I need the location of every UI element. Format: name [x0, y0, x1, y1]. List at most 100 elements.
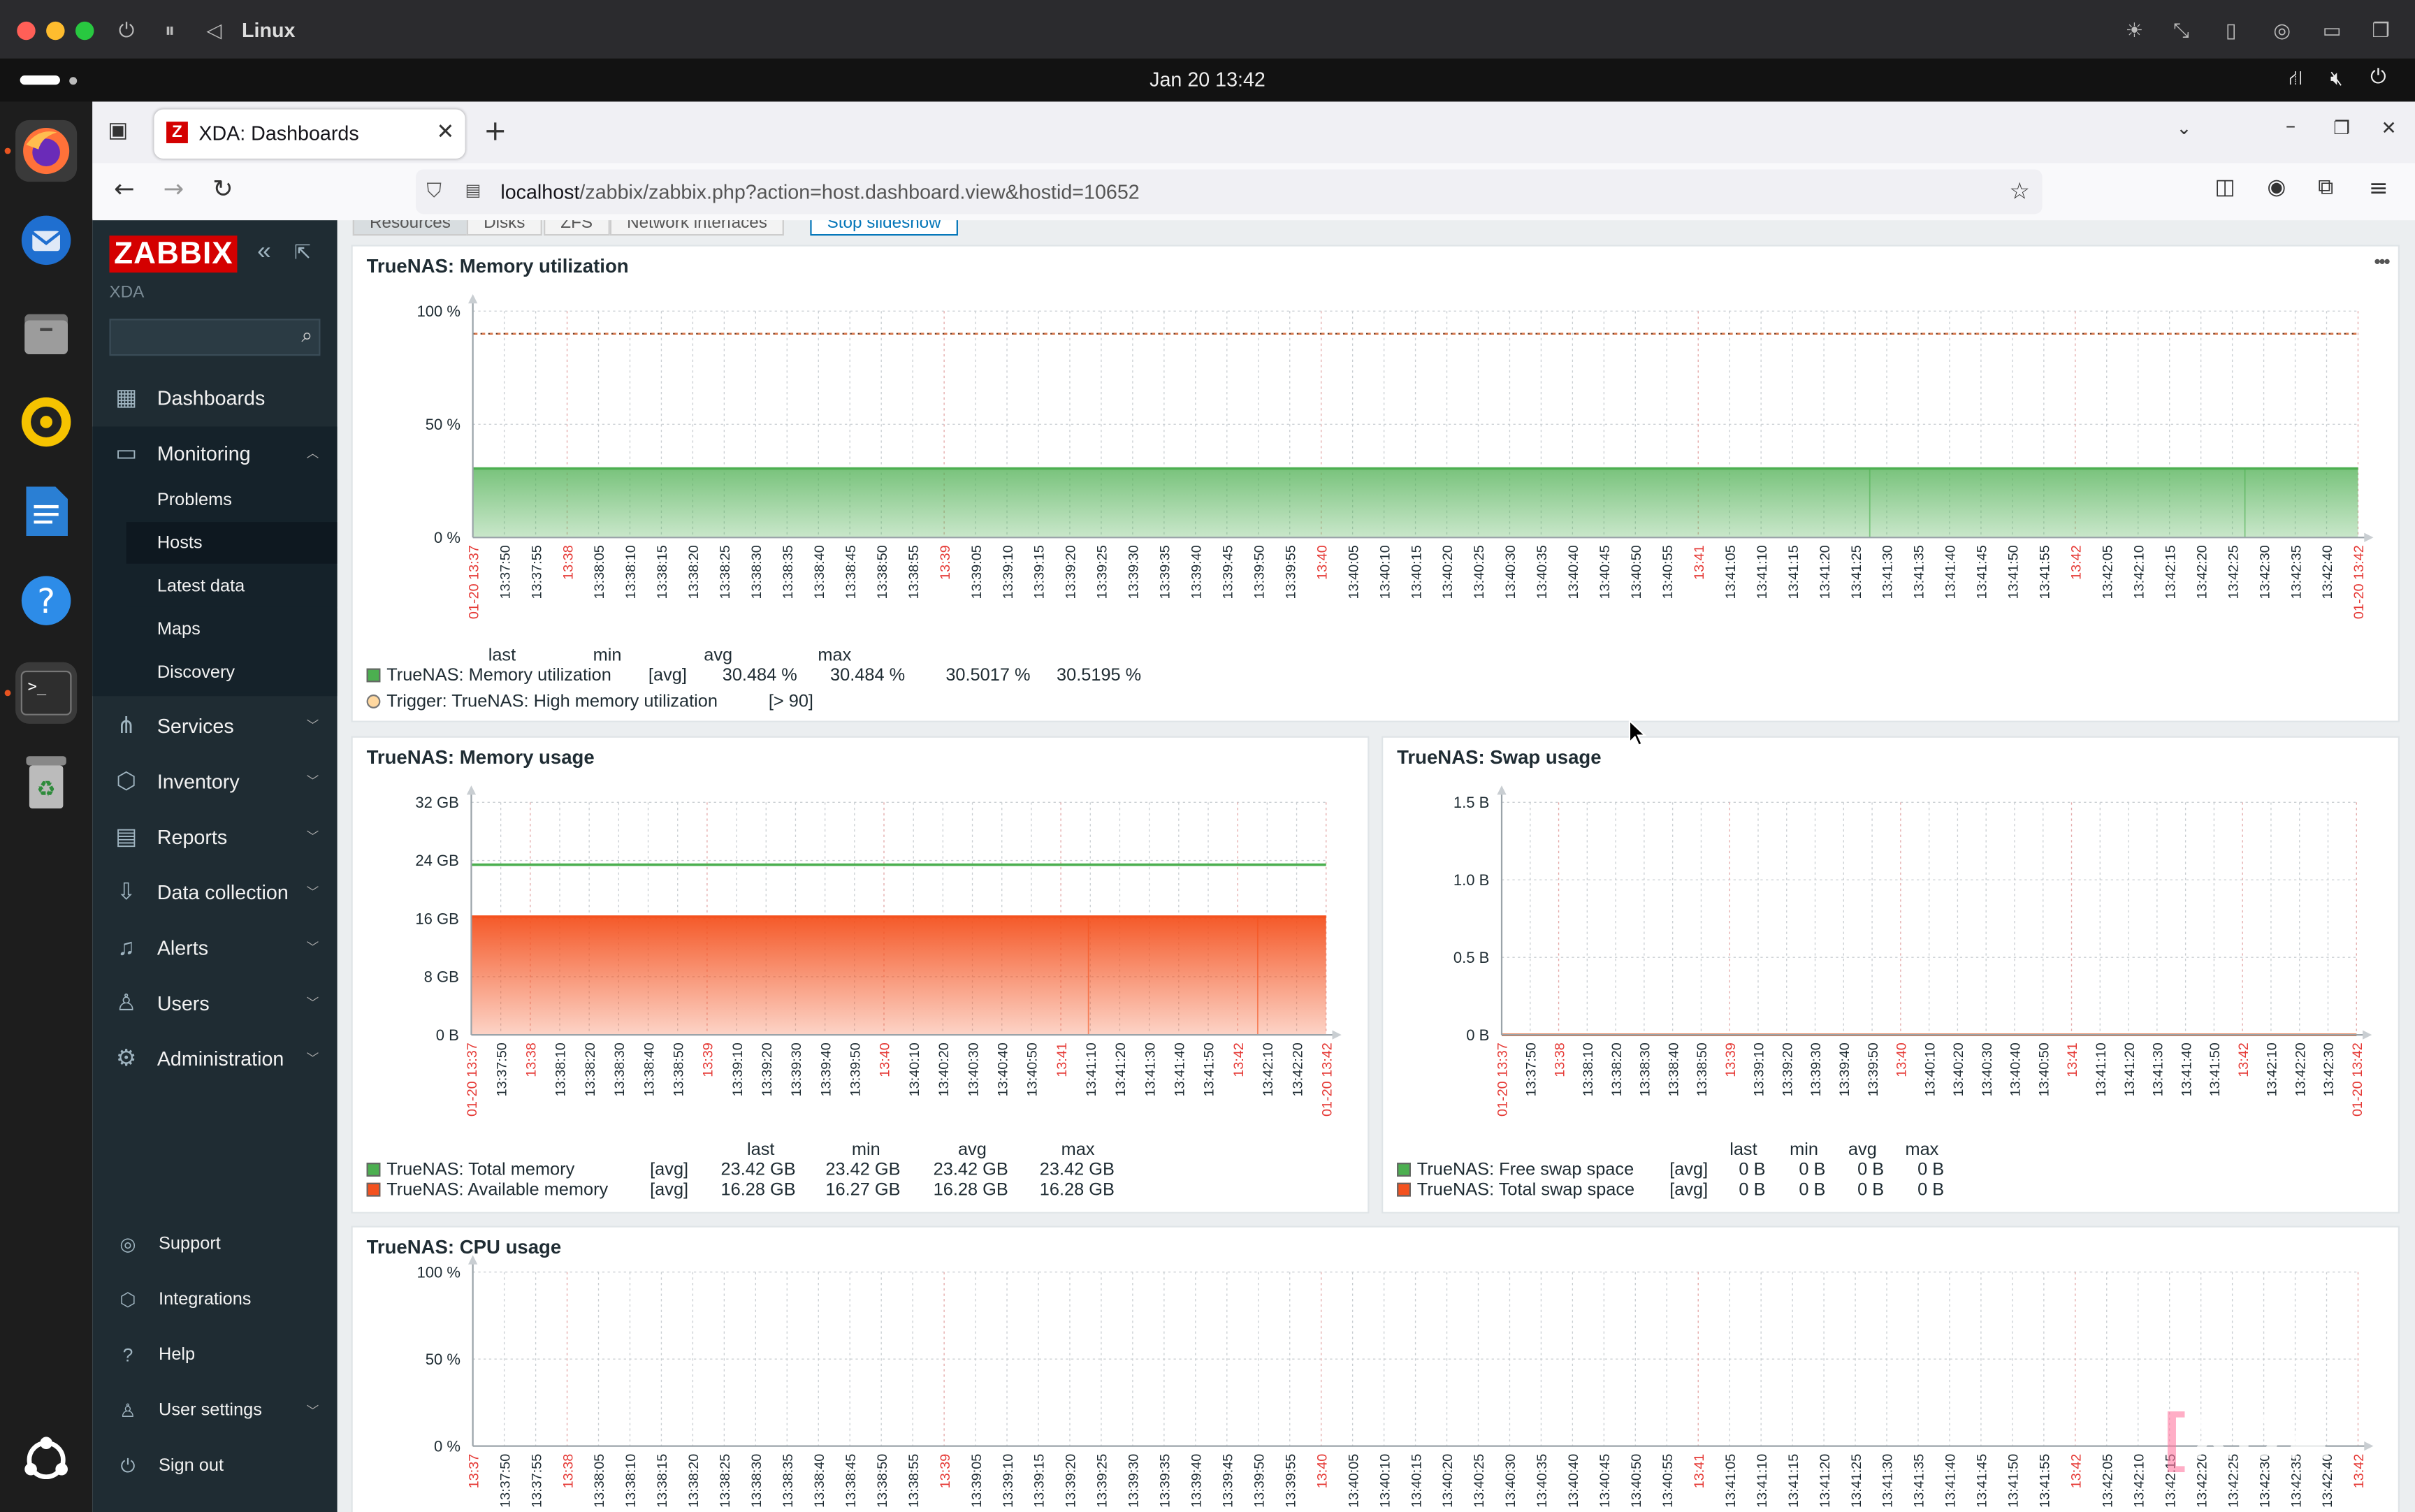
power-icon[interactable]: ⏻: [118, 18, 135, 42]
stop-slideshow-button[interactable]: Stop slideshow: [810, 220, 958, 236]
submenu-discovery[interactable]: Discovery: [126, 651, 338, 693]
menu-administration[interactable]: ⚙ Administration ﹀: [92, 1032, 337, 1084]
menu-sign-out[interactable]: ⏻ Sign out: [92, 1443, 337, 1489]
minimize-icon[interactable]: –: [2285, 115, 2296, 139]
bookmark-star-icon[interactable]: ☆: [2009, 178, 2031, 205]
tab-xda-dashboards[interactable]: Z XDA: Dashboards ✕: [154, 109, 465, 159]
help-icon[interactable]: ?: [15, 570, 77, 632]
app-menu-icon[interactable]: ≡: [2368, 174, 2388, 202]
menu-dashboards[interactable]: ▦ Dashboards: [92, 371, 337, 423]
collapse-sidebar-icon[interactable]: «: [257, 238, 271, 266]
firefox-icon[interactable]: [15, 119, 78, 182]
close-tab-icon[interactable]: ✕: [436, 118, 455, 143]
dashboard-tab-resources[interactable]: Resources: [352, 220, 468, 236]
chevron-down-icon: ﹀: [306, 995, 319, 1010]
brightness-icon[interactable]: ☀: [2125, 18, 2144, 42]
list-all-tabs-icon[interactable]: ⌄: [2176, 117, 2192, 139]
submenu-problems[interactable]: Problems: [126, 479, 338, 521]
url-text[interactable]: localhost/zabbix/zabbix.php?action=host.…: [500, 180, 1140, 203]
network-wired-icon[interactable]: ⛙: [2289, 66, 2303, 89]
restore-icon[interactable]: ❐: [2333, 117, 2350, 139]
x-tick-label: 13:41: [2065, 1042, 2080, 1077]
sign-out-icon: ⏻: [120, 1454, 136, 1476]
x-tick-label: 13:38:20: [686, 545, 702, 599]
menu-help[interactable]: ? Help: [92, 1332, 337, 1379]
reload-icon[interactable]: ↻: [212, 174, 233, 203]
menu-inventory[interactable]: ⬡ Inventory ﹀: [92, 755, 337, 807]
menu-user-settings[interactable]: ♙ User settings ﹀: [92, 1388, 337, 1434]
menu-data-collection[interactable]: ⇩ Data collection ﹀: [92, 866, 337, 918]
back-icon[interactable]: ←: [114, 174, 135, 203]
alerts-icon: ♫: [117, 933, 136, 961]
extensions-icon[interactable]: ⧉: [2318, 175, 2334, 201]
x-tick-label: 13:42:05: [2100, 545, 2115, 599]
rhythmbox-icon[interactable]: [15, 391, 77, 453]
usb-icon[interactable]: ▯: [2225, 18, 2237, 42]
x-tick-label: 13:38:20: [1609, 1042, 1625, 1096]
menu-monitoring[interactable]: ▭ Monitoring ︿: [92, 426, 338, 479]
volume-muted-icon[interactable]: 🔇︎: [2330, 66, 2343, 89]
chevron-down-icon: ﹀: [306, 718, 319, 733]
dashboard-tab-zfs[interactable]: ZFS: [544, 220, 610, 236]
clock[interactable]: Jan 20 13:42: [1150, 67, 1265, 92]
windows-icon[interactable]: ❐: [2372, 18, 2391, 42]
folder-icon[interactable]: ▭: [2322, 18, 2342, 42]
vm-window-titlebar: ⏻ ⏸ ◁ Linux ☀ ⤡ ▯ ◎ ▭ ❐: [0, 0, 2415, 59]
menu-reports[interactable]: ▤ Reports ﹀: [92, 810, 337, 862]
y-tick-label: 50 %: [426, 416, 460, 433]
menu-integrations[interactable]: ⬡ Integrations: [92, 1277, 337, 1323]
pocket-icon[interactable]: ◫: [2214, 175, 2235, 201]
show-apps-icon[interactable]: [15, 1429, 77, 1490]
hide-sidebar-icon[interactable]: ⇱: [293, 240, 312, 263]
sidebar-search-input[interactable]: ⌕: [109, 319, 321, 356]
close-window-icon[interactable]: ✕: [2381, 117, 2397, 139]
page-info-icon[interactable]: ▤: [465, 182, 481, 201]
back-icon[interactable]: ◁: [206, 18, 222, 42]
zabbix-logo[interactable]: ZABBIX: [109, 235, 238, 273]
files-icon[interactable]: [15, 302, 77, 363]
resize-icon[interactable]: ⤡: [2173, 18, 2189, 42]
x-tick-label: 13:42: [2351, 1454, 2367, 1489]
activities-indicator[interactable]: [20, 75, 60, 85]
terminal-icon[interactable]: >_: [15, 662, 78, 724]
widget-menu-button[interactable]: •••: [2374, 251, 2390, 273]
thunderbird-icon[interactable]: [15, 210, 77, 271]
close-window-button[interactable]: [17, 21, 36, 41]
x-tick-label: 13:38:05: [592, 545, 607, 599]
search-icon[interactable]: ⌕: [301, 323, 313, 347]
x-tick-label: 13:38:55: [906, 545, 922, 599]
network-icon[interactable]: ◎: [2273, 18, 2291, 42]
x-tick-label: 13:41:30: [1880, 1454, 1896, 1508]
menu-support[interactable]: ◎ Support: [92, 1221, 337, 1267]
url-bar[interactable]: ⛉ ▤ localhost/zabbix/zabbix.php?action=h…: [416, 169, 2043, 215]
zoom-window-button[interactable]: [75, 21, 94, 41]
x-tick-label: 13:39:20: [1064, 1454, 1079, 1508]
dashboard-tab-disks[interactable]: Disks: [466, 220, 542, 236]
dashboard-tab-network-interfaces[interactable]: Network interfaces: [609, 220, 785, 236]
forward-icon[interactable]: →: [163, 174, 184, 203]
minimize-window-button[interactable]: [46, 21, 65, 41]
x-tick-label: 13:39:30: [789, 1042, 804, 1096]
menu-services[interactable]: ⋔ Services ﹀: [92, 699, 337, 752]
libreoffice-writer-icon[interactable]: [15, 481, 77, 542]
submenu-latest-data[interactable]: Latest data: [126, 565, 338, 607]
account-icon[interactable]: ◉: [2267, 175, 2286, 201]
submenu-maps[interactable]: Maps: [126, 608, 338, 650]
chevron-down-icon: ﹀: [306, 1404, 319, 1418]
help-icon: ?: [122, 1344, 133, 1367]
submenu-hosts[interactable]: Hosts: [126, 522, 338, 564]
firefox-view-icon[interactable]: ▣: [108, 118, 129, 143]
menu-alerts[interactable]: ♫ Alerts ﹀: [92, 921, 337, 973]
legend-swatch: [1397, 1163, 1411, 1177]
users-icon: ♙: [115, 990, 137, 1017]
trash-icon[interactable]: ♻: [15, 752, 77, 813]
menu-users[interactable]: ♙ Users ﹀: [92, 976, 337, 1028]
x-tick-label: 13:37:55: [529, 1454, 544, 1508]
new-tab-icon[interactable]: +: [484, 115, 507, 148]
pause-icon[interactable]: ⏸: [164, 18, 175, 42]
power-menu-icon[interactable]: ⏻: [2370, 64, 2386, 88]
x-tick-label: 13:40: [1894, 1042, 1910, 1077]
data-collection-icon: ⇩: [116, 879, 136, 906]
tracking-protection-icon[interactable]: ⛉: [426, 178, 442, 202]
x-tick-label: 13:39:45: [1221, 545, 1236, 599]
